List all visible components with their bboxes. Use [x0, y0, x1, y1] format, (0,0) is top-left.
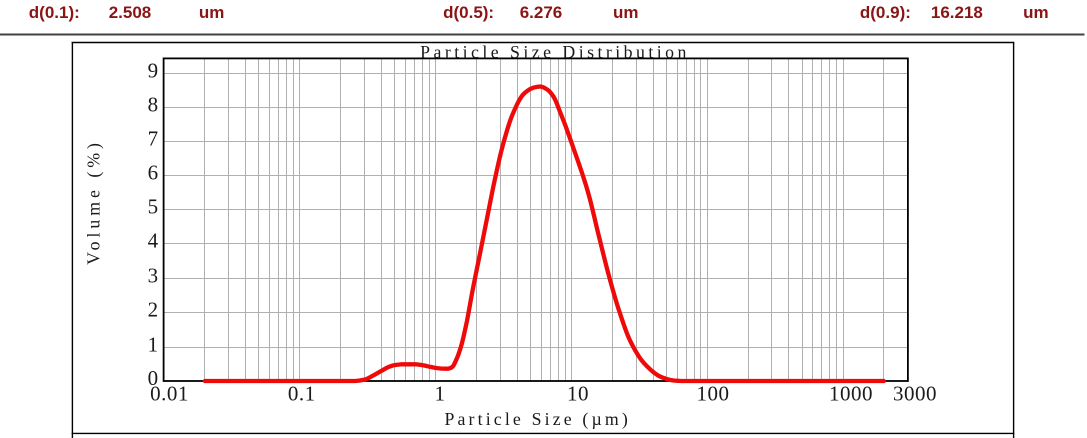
svg-text:7: 7 [148, 127, 159, 151]
svg-text:0.1: 0.1 [288, 381, 316, 405]
svg-text:10: 10 [567, 381, 589, 405]
svg-text:1: 1 [148, 333, 159, 357]
svg-text:2.508: 2.508 [109, 3, 152, 22]
svg-text:3: 3 [148, 264, 159, 288]
svg-text:0: 0 [148, 366, 159, 390]
svg-text:6: 6 [148, 161, 159, 185]
svg-text:1: 1 [435, 381, 446, 405]
svg-text:4: 4 [148, 229, 159, 253]
svg-text:1000: 1000 [829, 381, 873, 405]
svg-text:d(0.9):: d(0.9): [860, 3, 911, 22]
svg-text:9: 9 [148, 59, 159, 83]
svg-text:5: 5 [148, 195, 159, 219]
svg-text:Particle Size (µm): Particle Size (µm) [444, 409, 630, 430]
svg-text:d(0.1):: d(0.1): [29, 3, 80, 22]
svg-text:8: 8 [148, 93, 159, 117]
svg-text:d(0.5):: d(0.5): [443, 3, 494, 22]
svg-text:um: um [199, 3, 225, 22]
svg-text:3000: 3000 [893, 381, 937, 405]
svg-text:um: um [613, 3, 639, 22]
svg-text:16.218: 16.218 [931, 3, 983, 22]
svg-text:um: um [1023, 3, 1049, 22]
svg-text:Volume (%): Volume (%) [84, 139, 105, 265]
svg-text:2: 2 [148, 298, 159, 322]
svg-text:100: 100 [697, 381, 730, 405]
svg-text:Particle Size Distribution: Particle Size Distribution [420, 42, 690, 62]
svg-text:0.01: 0.01 [150, 381, 189, 405]
svg-text:6.276: 6.276 [520, 3, 563, 22]
